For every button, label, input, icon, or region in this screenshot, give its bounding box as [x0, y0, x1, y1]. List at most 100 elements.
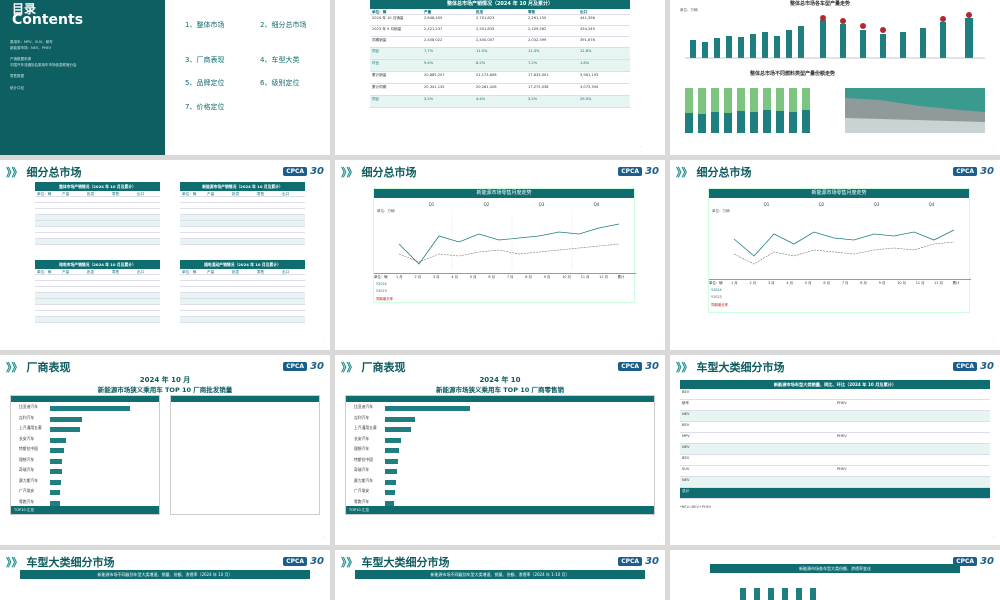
brand-logo: CPCA 30: [283, 556, 324, 567]
table-header-row: 单位：辆 产量 批发 零售 出口: [370, 9, 630, 15]
share-bar-chart: [740, 588, 816, 600]
row-label-y2024: Y2024: [376, 282, 387, 286]
toc-title-en: Contents: [12, 12, 84, 28]
table-row: 累计同期 20,341,135 20,281,428 17,275,038 3,075,…: [370, 84, 630, 96]
table-row: [35, 203, 160, 209]
table-row: [35, 275, 160, 281]
chevron-icon: 》》: [676, 166, 693, 179]
mid-chart-title: 整体总市场不同燃料类型产量份额走势: [750, 71, 836, 77]
slide-body-type-oct[interactable]: 》》 车型大类细分市场 CPCA 30 新能源市场不同级别车型大类增速、销量、份额、…: [0, 550, 330, 600]
table-row: [35, 281, 160, 287]
table-row: [180, 311, 305, 317]
slide-heading: 》》 车型大类细分市场: [6, 556, 115, 569]
page-number: ·: [657, 534, 659, 539]
table-row: [180, 287, 305, 293]
slide-heading: 》》 厂商表现: [6, 361, 71, 374]
monthly-line-chart: [733, 229, 955, 265]
slide-segment-tables[interactable]: 》》 细分总市场 CPCA 30 整体市场产销情况（2024 年 10 月及累计） …: [0, 160, 330, 350]
slide-maker-retail-oct[interactable]: 》》 厂商表现 CPCA 30 2024 年 10 新能源市场狭义乘用车 TOP 1…: [335, 355, 665, 545]
brand-logo: CPCA 30: [283, 166, 324, 177]
table-row: [35, 239, 160, 245]
ranking-bars: [50, 406, 130, 506]
table-title: 新能源市场不同级别车型大类增速、销量、份额、渗透率（2024 年 1-10 月）: [355, 570, 645, 579]
table-row: 总计: [680, 488, 990, 499]
table-row: [180, 299, 305, 305]
table-row: 累计销量 20,885,207 21,173,808 17,833,001 3,981,…: [370, 72, 630, 84]
table-row: [180, 227, 305, 233]
table-row: NEV: [680, 444, 990, 455]
table-row: SUV PHEV: [680, 466, 990, 477]
table-row: 同比 3.2% 4.4% 3.2% 29.0%: [370, 96, 630, 108]
table-row: [180, 209, 305, 215]
brand-logo: CPCA 30: [618, 556, 659, 567]
top-chart-title: 整体总市场各车型产量走势: [790, 1, 851, 7]
page-number: ·: [657, 339, 659, 344]
table-row: [35, 215, 160, 221]
slide-heading: 》》 厂商表现: [341, 361, 406, 374]
table-row: [35, 209, 160, 215]
table-row: MPV PHEV: [680, 433, 990, 444]
table-row: BEV: [680, 422, 990, 433]
slide-monthly-trend-a[interactable]: 》》 细分总市场 CPCA 30 新能源市场零售月度走势 单位：万辆 Q1 Q2 Q3 Q…: [335, 160, 665, 350]
table-row: [180, 203, 305, 209]
chart-title: 新能源市场零售月度走势: [709, 189, 969, 198]
slide-share-change[interactable]: CPCA 30 新能源市场各车型大类份额、渗透率变化: [670, 550, 1000, 600]
table-row: [35, 287, 160, 293]
maker-list: 比亚迪汽车 吉利汽车 上汽通用五菱 长安汽车 特斯拉中国 理想汽车 奇瑞汽车 赛力斯汽车 广汽埃…: [19, 404, 42, 504]
unit-label: 单位：万辆: [712, 209, 730, 213]
table-row: 同比 7.7% 11.5% 11.3% 12.6%: [370, 48, 630, 60]
slide-heading: 》》 车型大类细分市场: [341, 556, 450, 569]
footer-text: ·: [639, 144, 641, 149]
row-label-y2023: Y2023: [376, 289, 387, 293]
table-row: NEV: [680, 411, 990, 422]
table-row: [180, 233, 305, 239]
toc-panel: 1、整体市场 2、细分总市场 3、厂商表现 4、车型大类 5、品牌定位 6、级别…: [165, 0, 330, 155]
slide-production-trend[interactable]: 整体总市场各车型产量走势 单位：万辆 整体总市场不同燃料类型产量份额走势 ·: [670, 0, 1000, 155]
slide-monthly-trend-b[interactable]: 》》 细分总市场 CPCA 30 新能源市场零售月度走势 单位：万辆 Q1 Q2 Q3 Q…: [670, 160, 1000, 350]
body-type-table: 新能源市场车型大类销量、同比、环比（2024 年 10 月及累计） BEV 轿车…: [680, 380, 990, 499]
quarter-labels: Q1 Q2 Q3 Q4: [763, 202, 935, 207]
toc-item-1[interactable]: 1、整体市场: [185, 21, 225, 29]
table-row: [180, 281, 305, 287]
brand-logo: CPCA 30: [618, 166, 659, 177]
overall-segment-table: 整体市场产销情况（2024 年 10 月及累计） 单位：辆 产量 批发 零售 出口: [35, 182, 160, 245]
toc-item-7[interactable]: 7、价格定位: [185, 103, 225, 111]
table-row: [180, 317, 305, 323]
table-row: [35, 227, 160, 233]
slide-overall-table[interactable]: 整体总市场产销情况（2024 年 10 月及累计） 单位：辆 产量 批发 零售 出口 2…: [335, 0, 665, 155]
slide-heading: 》》 细分总市场: [341, 166, 417, 179]
page-number: ·: [992, 534, 994, 539]
slide-maker-wholesale-ytd[interactable]: 》》 车型大类细分市场 CPCA 30 新能源市场车型大类销量、同比、环比（2024…: [670, 355, 1000, 545]
unit-label: 单位：万辆: [680, 8, 698, 12]
table-row: [35, 221, 160, 227]
chevron-icon: 》》: [676, 361, 693, 374]
table-row: [180, 305, 305, 311]
toc-title-cn: 目录: [12, 2, 37, 16]
chart-title: 新能源市场零售月度走势: [374, 189, 634, 198]
toc-item-5[interactable]: 5、品牌定位: [185, 79, 225, 87]
toc-item-3[interactable]: 3、厂商表现: [185, 56, 225, 64]
slide-toc[interactable]: 目录 Contents 乘用车：MPV、SUV、轿车 新能源市场：NEV、PHE…: [0, 0, 330, 155]
toc-item-4[interactable]: 4、车型大类: [260, 56, 300, 64]
slide-body-type-ytd[interactable]: 》》 车型大类细分市场 CPCA 30 新能源市场不同级别车型大类增速、销量、份额、…: [335, 550, 665, 600]
slide-maker-wholesale-oct[interactable]: 》》 厂商表现 CPCA 30 2024 年 10 月 新能源市场狭义乘用车 TOP…: [0, 355, 330, 545]
monthly-line-chart: [398, 214, 620, 269]
unit-label: 单位：万辆: [377, 209, 395, 213]
total-row: TOP10 汇总: [346, 506, 654, 514]
toc-item-2[interactable]: 2、细分总市场: [260, 21, 307, 29]
table-row: NEV: [680, 477, 990, 488]
chevron-icon: 》》: [341, 556, 358, 569]
table-row: [35, 293, 160, 299]
table-row: [180, 275, 305, 281]
maker-list: 比亚迪汽车 吉利汽车 上汽通用五菱 长安汽车 理想汽车 特斯拉中国 奇瑞汽车 赛力斯汽车 广汽埃…: [354, 404, 377, 504]
table-row: [180, 197, 305, 203]
overall-table: 整体总市场产销情况（2024 年 10 月及累计） 单位：辆 产量 批发 零售 出口 2…: [370, 0, 630, 108]
brand-logo: CPCA 30: [283, 361, 324, 372]
table-row: 环比 9.4% 8.2% 7.2% 1.6%: [370, 60, 630, 72]
bev-segment-table: 纯电市场产销情况（2024 年 10 月及累计） 单位：辆 产量 批发 零售 出口: [35, 260, 160, 323]
toc-item-6[interactable]: 6、级别定位: [260, 79, 300, 87]
stacked-share-chart-right: [845, 88, 985, 133]
table-row: 同期销量 2,458,022 2,450,007 2,032,399 391,876: [370, 37, 630, 48]
table-row: [180, 221, 305, 227]
chevron-icon: 》》: [341, 166, 358, 179]
